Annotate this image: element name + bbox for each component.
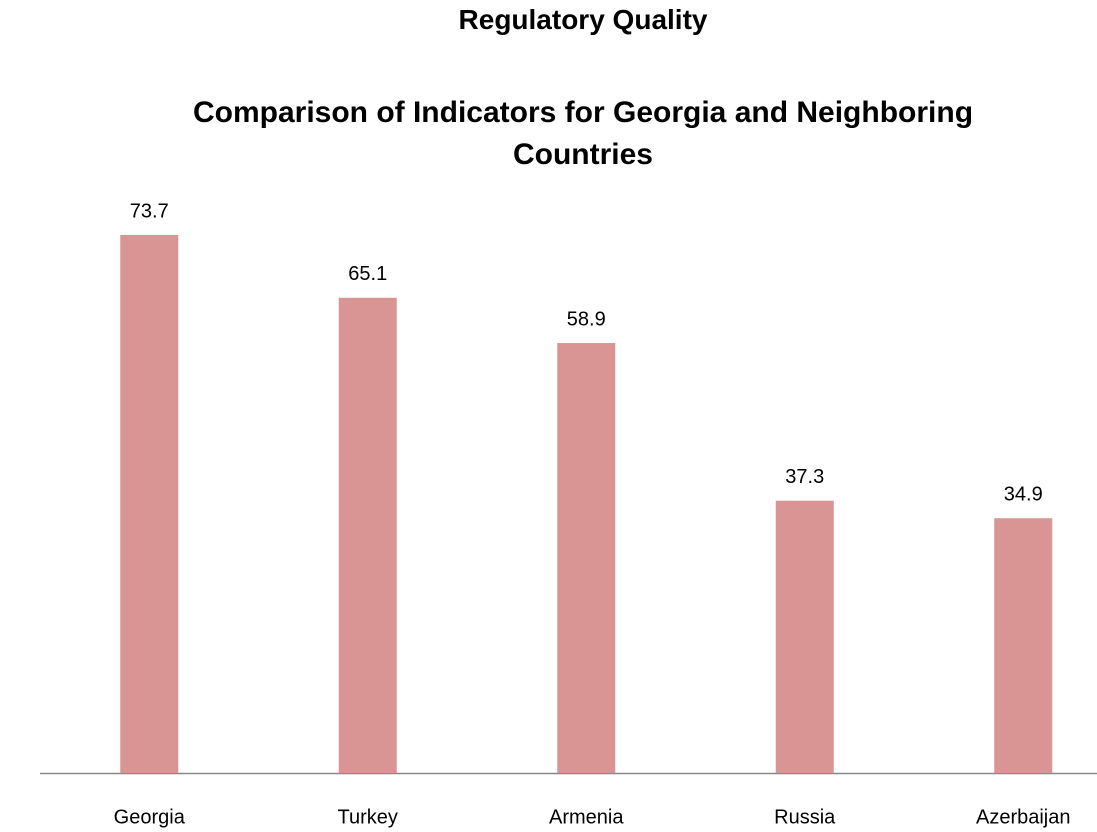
bar	[775, 500, 834, 773]
x-tick-label: Turkey	[338, 806, 398, 828]
x-tick-label: Georgia	[114, 806, 186, 828]
bar	[557, 343, 616, 773]
x-tick-label: Russia	[774, 806, 836, 828]
data-label: 34.9	[1004, 484, 1043, 506]
x-tick-label: Armenia	[549, 806, 624, 828]
chart-title: Regulatory Quality	[458, 4, 708, 35]
x-tick-label: Azerbaijan	[976, 806, 1071, 828]
data-label: 73.7	[130, 200, 169, 222]
bar	[120, 234, 179, 774]
data-label: 58.9	[567, 308, 606, 330]
bar	[994, 518, 1053, 773]
chart-subtitle: Comparison of Indicators for Georgia and…	[192, 96, 974, 171]
bar	[338, 297, 397, 773]
data-label: 37.3	[785, 466, 824, 488]
data-label: 65.1	[348, 263, 387, 285]
